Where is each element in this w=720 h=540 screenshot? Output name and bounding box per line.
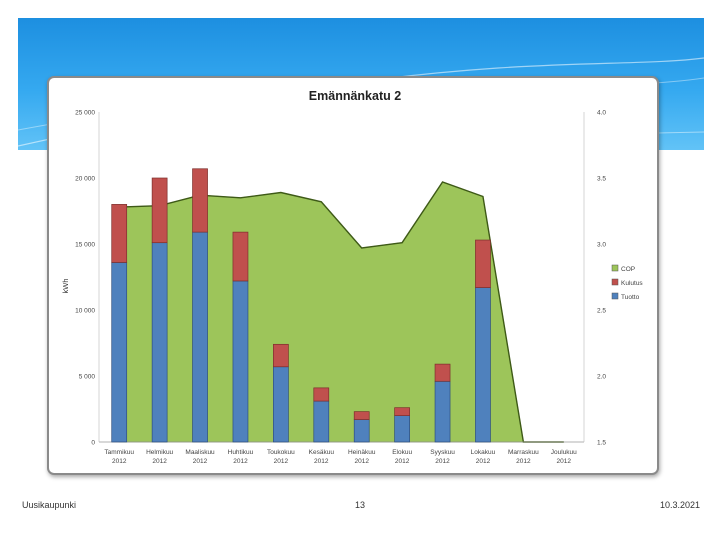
bar-tuotto <box>434 380 451 443</box>
y-tick-label: 20 000 <box>75 176 95 183</box>
x-tick-label-year: 2012 <box>516 458 531 465</box>
x-tick-label-month: Kesäkuu <box>309 449 335 456</box>
x-tick-label-year: 2012 <box>435 458 450 465</box>
x-tick-label-year: 2012 <box>314 458 329 465</box>
bar-tuotto <box>394 415 410 443</box>
bar-kulutus <box>353 411 370 420</box>
chart-frame: Emännänkatu 2 kWh 0 5 000 10 000 15 000 20 0… <box>47 76 659 475</box>
x-tick-label-year: 2012 <box>354 458 369 465</box>
bar-kulutus <box>151 177 168 244</box>
y2-tick-label: 1.5 <box>597 440 606 447</box>
legend-swatch-kulutus <box>611 278 619 286</box>
bar-kulutus <box>273 343 289 368</box>
x-tick-label-month: Huhtikuu <box>228 449 254 456</box>
x-tick-label-month: Helmikuu <box>146 449 173 456</box>
bar-tuotto <box>111 262 128 443</box>
y-tick-label: 15 000 <box>75 242 95 249</box>
bar-tuotto <box>151 242 168 443</box>
y-tick-label: 10 000 <box>75 308 95 315</box>
legend: COP Kulutus Tuotto <box>611 264 643 301</box>
y-tick-label: 0 <box>91 440 95 447</box>
legend-swatch-cop <box>611 264 619 272</box>
x-tick-label-month: Syyskuu <box>430 449 455 456</box>
x-tick-label-year: 2012 <box>476 458 491 465</box>
cop-area <box>118 181 564 443</box>
bar-tuotto <box>273 366 289 443</box>
bar-tuotto <box>475 287 491 443</box>
x-tick-label-year: 2012 <box>112 458 127 465</box>
y-axis-label: kWh <box>61 279 70 294</box>
bar-kulutus <box>313 387 330 402</box>
bar-kulutus <box>192 168 208 233</box>
x-tick-label-month: Joulukuu <box>551 449 577 456</box>
x-tick-label-month: Elokuu <box>392 449 412 456</box>
x-tick-label-month: Toukokuu <box>267 449 295 456</box>
legend-swatch-tuotto <box>611 292 619 300</box>
x-tick-label-year: 2012 <box>152 458 167 465</box>
y-tick-label: 5 000 <box>79 374 96 381</box>
x-tick-label-month: Heinäkuu <box>348 449 376 456</box>
plot-area: 0 5 000 10 000 15 000 20 000 25 000 1.5 2.0 2.5 3… <box>75 110 606 466</box>
chart-title: Emännänkatu 2 <box>309 89 401 103</box>
y2-tick-label: 2.0 <box>597 374 606 381</box>
x-tick-label-year: 2012 <box>274 458 289 465</box>
x-tick-label-year: 2012 <box>193 458 208 465</box>
x-tick-label-month: Tammikuu <box>104 449 134 456</box>
legend-label-kulutus: Kulutus <box>621 280 643 287</box>
footer-page-number: 13 <box>355 500 366 510</box>
x-tick-label-month: Lokakuu <box>471 449 496 456</box>
x-tick-label-year: 2012 <box>395 458 410 465</box>
bar-tuotto <box>232 280 249 443</box>
bar-kulutus <box>232 231 249 282</box>
footer-location: Uusikaupunki <box>22 500 77 510</box>
bar-tuotto <box>192 231 208 443</box>
bar-tuotto <box>353 419 370 443</box>
y2-tick-label: 4.0 <box>597 110 606 117</box>
bar-kulutus <box>475 239 491 288</box>
bar-kulutus <box>434 363 451 382</box>
legend-label-tuotto: Tuotto <box>621 294 640 301</box>
x-tick-label-month: Marraskuu <box>508 449 539 456</box>
bar-kulutus <box>111 204 128 263</box>
y2-tick-label: 2.5 <box>597 308 606 315</box>
x-tick-label-year: 2012 <box>233 458 248 465</box>
footer-date: 10.3.2021 <box>659 500 700 510</box>
y2-tick-label: 3.5 <box>597 176 606 183</box>
legend-label-cop: COP <box>621 266 635 273</box>
y-tick-label: 25 000 <box>75 110 95 117</box>
y2-tick-label: 3.0 <box>597 242 606 249</box>
x-tick-label-year: 2012 <box>557 458 572 465</box>
bar-kulutus <box>394 407 410 416</box>
bar-tuotto <box>313 400 330 443</box>
x-tick-label-month: Maaliskuu <box>185 449 215 456</box>
chart: Emännänkatu 2 kWh 0 5 000 10 000 15 000 20 0… <box>61 89 643 466</box>
